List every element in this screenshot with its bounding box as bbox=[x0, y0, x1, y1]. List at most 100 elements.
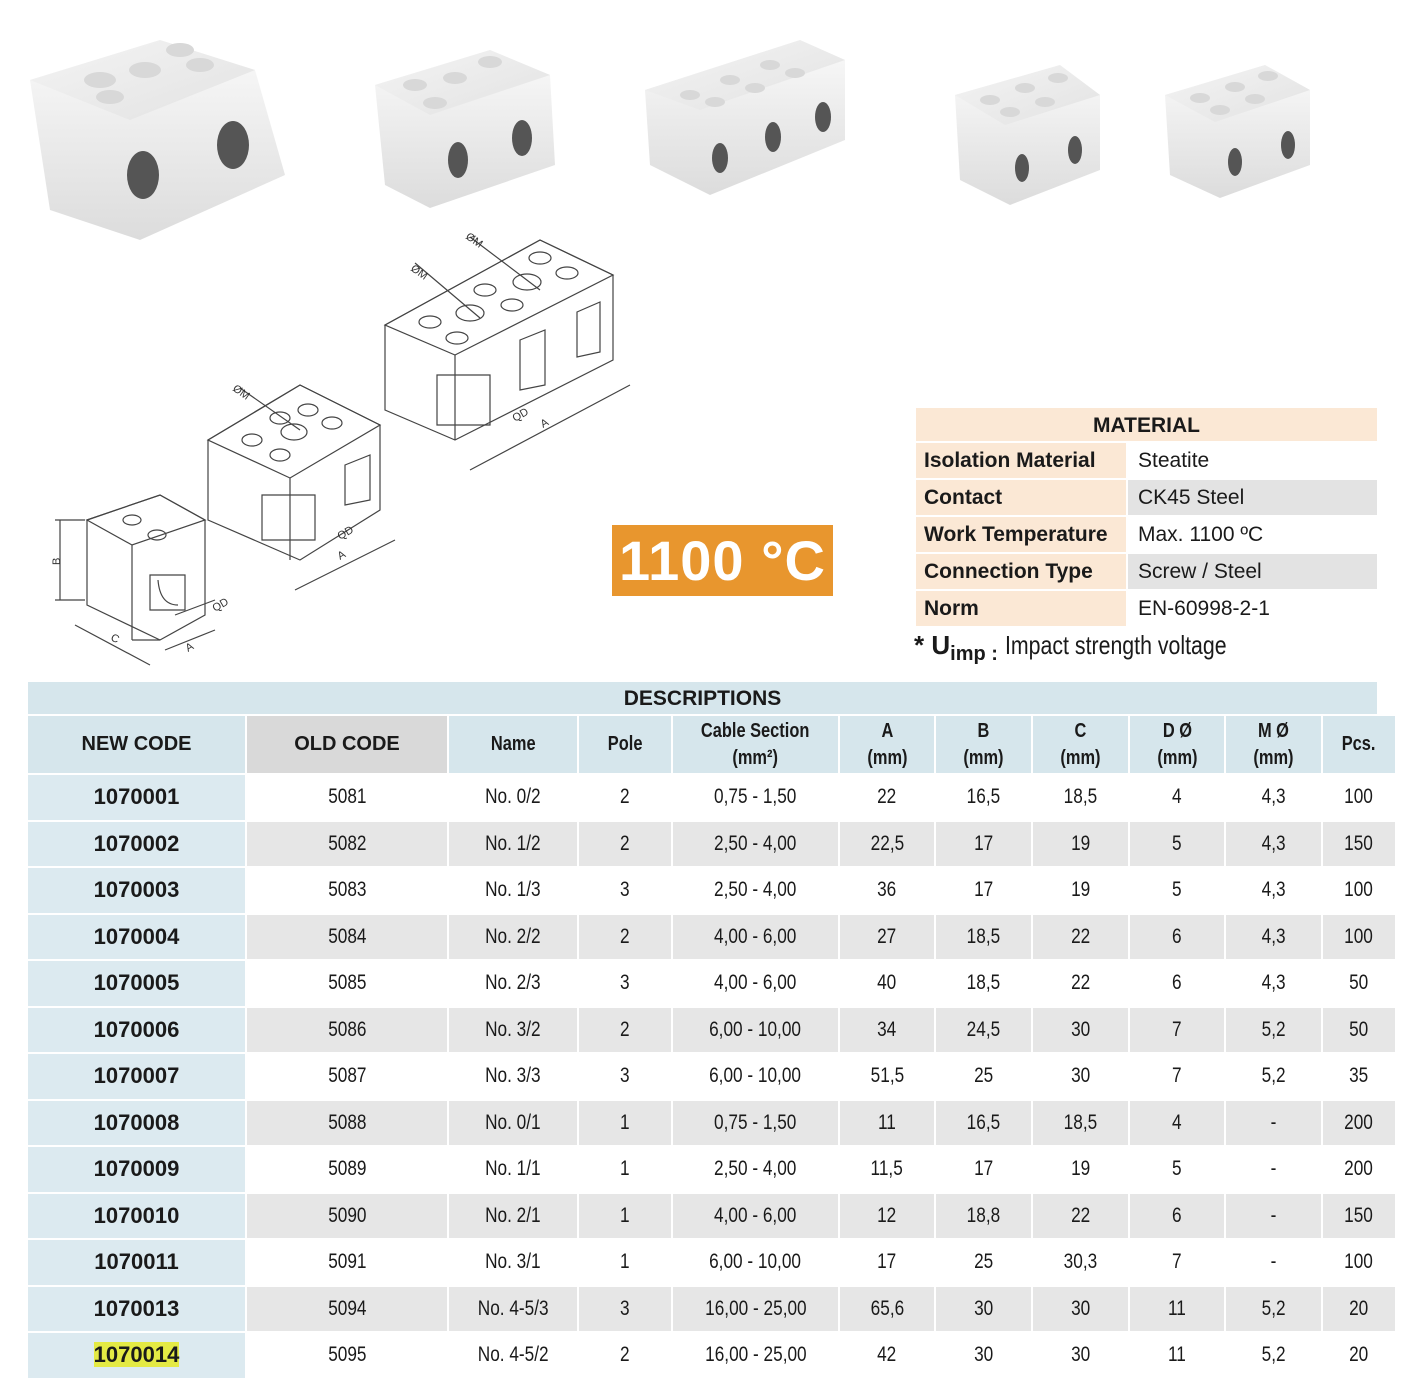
cell-text: 1070003 bbox=[93, 877, 180, 903]
table-cell: 16,5 bbox=[936, 1100, 1031, 1145]
cell-text: 5,2 bbox=[1261, 1343, 1286, 1367]
cell-text: 1 bbox=[620, 1157, 630, 1181]
product-photos bbox=[30, 40, 1310, 240]
header-unit: (mm) bbox=[1060, 746, 1101, 769]
table-cell: 5088 bbox=[247, 1100, 447, 1145]
table-cell: 11 bbox=[840, 1100, 934, 1145]
table-cell: 6,00 - 10,00 bbox=[673, 1007, 838, 1052]
cell-text: 100 bbox=[1344, 924, 1374, 948]
table-cell: 7 bbox=[1130, 1007, 1224, 1052]
terminal-block-photo-3 bbox=[645, 40, 845, 195]
temperature-badge: 1100 °C bbox=[612, 525, 833, 596]
material-value: EN-60998-2-1 bbox=[1128, 591, 1377, 626]
table-cell: 19 bbox=[1033, 821, 1128, 866]
uimp-symbol: U bbox=[931, 630, 951, 660]
cell-text: 5,2 bbox=[1261, 1064, 1286, 1088]
cell-text: 1 bbox=[620, 1203, 630, 1227]
table-cell: 19 bbox=[1033, 1147, 1128, 1192]
table-row: 1070009 5089 No. 1/1 1 2,50 - 4,00 11,5 17 19 5 -… bbox=[28, 1147, 1395, 1192]
table-cell: 5 bbox=[1130, 821, 1224, 866]
table-cell: 100 bbox=[1323, 775, 1395, 820]
table-cell: 5084 bbox=[247, 914, 447, 959]
cell-text: 16,00 - 25,00 bbox=[704, 1343, 807, 1367]
table-cell: 5,2 bbox=[1226, 1333, 1321, 1378]
table-cell: 6,00 - 10,00 bbox=[673, 1240, 838, 1285]
cell-text: 17 bbox=[877, 1250, 897, 1274]
table-row: 1070013 5094 No. 4-5/3 3 16,00 - 25,00 65,6 30… bbox=[28, 1286, 1395, 1331]
label-om: ØM bbox=[463, 231, 484, 251]
table-cell: 34 bbox=[840, 1007, 934, 1052]
table-cell: 27 bbox=[840, 914, 934, 959]
cell-text: - bbox=[1270, 1203, 1277, 1227]
table-cell: No. 1/3 bbox=[449, 868, 577, 913]
header-pole: Pole bbox=[579, 716, 671, 773]
cell-text: 5086 bbox=[327, 1017, 367, 1041]
cell-text: No. 4-5/2 bbox=[477, 1343, 549, 1367]
cell-text: 2 bbox=[620, 1343, 630, 1367]
cell-text: 0,75 - 1,50 bbox=[714, 785, 797, 809]
descriptions-table: DESCRIPTIONS NEW CODE OLD CODE Name Pole Cab… bbox=[28, 682, 1395, 1380]
cell-text: 6,00 - 10,00 bbox=[709, 1017, 802, 1041]
table-row: 1070008 5088 No. 0/1 1 0,75 - 1,50 11 16,5 18,5… bbox=[28, 1100, 1395, 1145]
table-row: 1070010 5090 No. 2/1 1 4,00 - 6,00 12 18,8 22 6 -… bbox=[28, 1193, 1395, 1238]
table-cell: 18,5 bbox=[1033, 775, 1128, 820]
cell-text: 5 bbox=[1172, 1157, 1182, 1181]
cell-text: 4,00 - 6,00 bbox=[714, 924, 797, 948]
table-cell: No. 1/2 bbox=[449, 821, 577, 866]
table-cell: 4,3 bbox=[1226, 961, 1321, 1006]
table-cell: 4,3 bbox=[1226, 868, 1321, 913]
header-unit: (mm) bbox=[963, 746, 1004, 769]
table-cell: 65,6 bbox=[840, 1286, 934, 1331]
cell-text: 100 bbox=[1344, 1250, 1374, 1274]
table-cell: 25 bbox=[936, 1240, 1031, 1285]
header-old-code: OLD CODE bbox=[247, 716, 447, 773]
cell-text: 1070005 bbox=[93, 970, 180, 996]
table-cell: 50 bbox=[1323, 961, 1395, 1006]
table-cell: No. 2/3 bbox=[449, 961, 577, 1006]
drawing-2-pole bbox=[206, 384, 396, 591]
table-row: 1070007 5087 No. 3/3 3 6,00 - 10,00 51,5 25 30 7… bbox=[28, 1054, 1395, 1099]
cell-text: 25 bbox=[973, 1064, 994, 1088]
table-cell: 5,2 bbox=[1226, 1007, 1321, 1052]
terminal-block-photo-5 bbox=[1165, 65, 1310, 198]
table-cell: 11 bbox=[1130, 1286, 1224, 1331]
cell-text: 16,00 - 25,00 bbox=[704, 1296, 807, 1320]
header-label: D Ø bbox=[1162, 719, 1192, 742]
cell-text: 1070001 bbox=[93, 784, 180, 810]
table-cell: 150 bbox=[1323, 1193, 1395, 1238]
cell-text: 27 bbox=[877, 924, 897, 948]
label-om: ØM bbox=[230, 383, 251, 403]
cell-text: 5 bbox=[1172, 878, 1182, 902]
table-cell: 40 bbox=[840, 961, 934, 1006]
cell-text: 17 bbox=[973, 878, 994, 902]
table-cell: 18,5 bbox=[1033, 1100, 1128, 1145]
table-cell: - bbox=[1226, 1240, 1321, 1285]
material-row: Work Temperature Max. 1100 ºC bbox=[916, 517, 1377, 552]
header-d: D Ø (mm) bbox=[1130, 716, 1224, 773]
cell-text: 1070010 bbox=[93, 1202, 180, 1228]
table-cell: 5 bbox=[1130, 1147, 1224, 1192]
table-cell: 2 bbox=[579, 914, 671, 959]
table-cell: 6 bbox=[1130, 914, 1224, 959]
cell-text: 4 bbox=[1172, 785, 1182, 809]
header-m: M Ø (mm) bbox=[1226, 716, 1321, 773]
cell-text: 5095 bbox=[327, 1343, 367, 1367]
cell-text: 2,50 - 4,00 bbox=[714, 831, 797, 855]
table-cell: 5089 bbox=[247, 1147, 447, 1192]
table-cell: 5091 bbox=[247, 1240, 447, 1285]
cell-text: 22 bbox=[1070, 1203, 1091, 1227]
material-row: Contact CK45 Steel bbox=[916, 480, 1377, 515]
cell-text: 3 bbox=[620, 878, 630, 902]
table-cell: 1 bbox=[579, 1100, 671, 1145]
table-cell: 100 bbox=[1323, 868, 1395, 913]
material-label: Connection Type bbox=[916, 554, 1126, 589]
label-a: A bbox=[336, 548, 349, 562]
drawing-1-pole bbox=[55, 494, 216, 666]
header-unit: (mm²) bbox=[732, 746, 779, 769]
cell-text: 150 bbox=[1344, 1203, 1374, 1227]
table-cell: 1 bbox=[579, 1240, 671, 1285]
material-label: Norm bbox=[916, 591, 1126, 626]
cell-text: 200 bbox=[1344, 1110, 1374, 1134]
table-cell: No. 3/3 bbox=[449, 1054, 577, 1099]
header-new-code: NEW CODE bbox=[28, 716, 245, 773]
